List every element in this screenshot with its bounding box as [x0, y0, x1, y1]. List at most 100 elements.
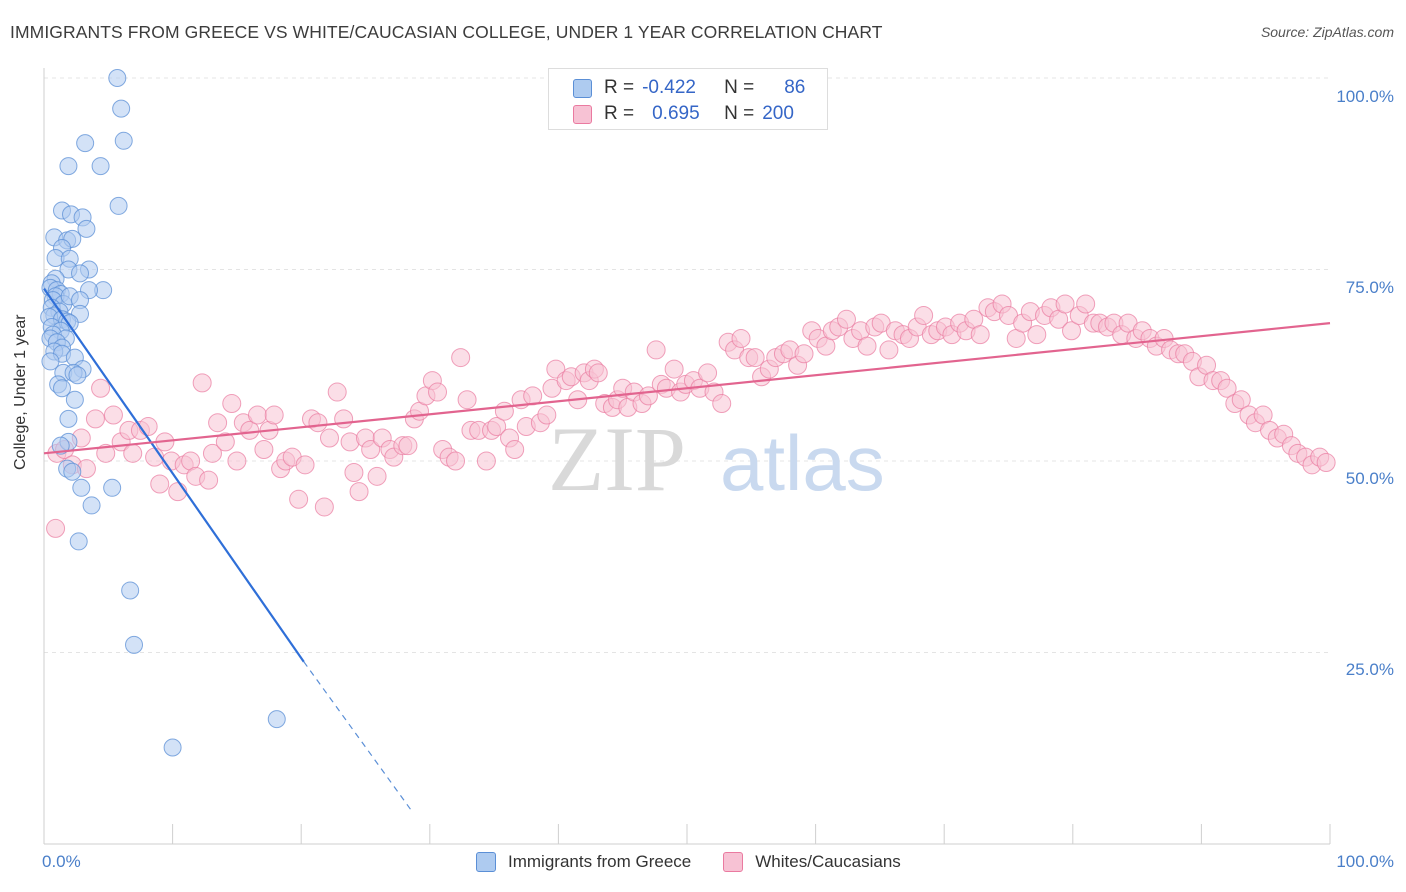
data-point-whites [1316, 453, 1336, 473]
data-point-greece [68, 366, 87, 385]
y-tick-label: 50.0% [1345, 469, 1394, 488]
legend: Immigrants from Greece Whites/Caucasians [476, 852, 933, 872]
data-point-whites [202, 443, 222, 463]
data-point-whites [222, 394, 242, 414]
data-point-whites [537, 405, 557, 425]
data-point-greece [114, 131, 133, 150]
data-point-greece [63, 462, 82, 481]
data-point-whites [476, 451, 496, 471]
stats-row-whites: R = 0.695 N = 200 [573, 101, 794, 127]
axes [43, 68, 1331, 845]
data-point-greece [125, 635, 144, 654]
data-point-greece [91, 157, 110, 176]
x-tick-label: 100.0% [1336, 852, 1394, 871]
data-point-whites [1231, 390, 1251, 410]
legend-swatch-blue [476, 852, 496, 872]
data-point-whites [240, 420, 260, 440]
watermark-zip: ZIP [548, 408, 686, 510]
n-label: N = [724, 103, 755, 124]
data-point-greece [108, 69, 127, 87]
y-tick-label: 100.0% [1336, 87, 1394, 106]
data-point-greece [121, 581, 140, 600]
data-point-whites [138, 417, 158, 437]
data-point-whites [745, 348, 765, 368]
data-point-greece [41, 352, 60, 371]
data-point-whites [970, 325, 990, 345]
y-axis-label: College, Under 1 year [12, 314, 29, 470]
data-point-greece [112, 99, 131, 118]
data-point-whites [428, 382, 448, 402]
data-point-whites [319, 428, 339, 448]
data-point-whites [446, 451, 466, 471]
data-point-whites [327, 382, 347, 402]
series-whites-points [46, 294, 1336, 538]
data-point-greece [267, 710, 286, 729]
data-point-whites [314, 497, 334, 517]
data-point-whites [334, 409, 354, 429]
stats-row-greece: R = -0.422 N = 86 [573, 75, 805, 101]
r-value: 0.695 [652, 103, 700, 124]
data-point-whites [1062, 321, 1082, 341]
data-point-greece [76, 134, 95, 153]
data-point-whites [836, 309, 856, 329]
r-label: R = [604, 77, 635, 98]
trend-line-greece [43, 288, 305, 663]
data-point-whites [123, 443, 143, 463]
data-point-greece [82, 496, 101, 515]
x-tick-label: 0.0% [42, 852, 81, 871]
data-point-whites [289, 489, 309, 509]
data-point-whites [451, 348, 471, 368]
data-point-greece [53, 379, 72, 398]
watermark: ZIP atlas [548, 408, 885, 510]
data-point-whites [698, 363, 718, 383]
data-point-whites [264, 405, 284, 425]
blue-swatch [573, 78, 592, 98]
r-label: R = [604, 103, 635, 124]
watermark-atlas: atlas [720, 419, 885, 507]
data-point-whites [254, 440, 274, 460]
series-greece-points [40, 69, 286, 757]
data-point-greece [69, 532, 88, 551]
data-point-whites [208, 413, 228, 433]
data-point-whites [367, 466, 387, 486]
data-point-whites [857, 336, 877, 356]
data-point-greece [71, 264, 90, 283]
chart-title: IMMIGRANTS FROM GREECE VS WHITE/CAUCASIA… [10, 22, 883, 42]
source-label: Source: ZipAtlas.com [1260, 24, 1394, 40]
legend-item-greece[interactable]: Immigrants from Greece [476, 852, 691, 872]
legend-label-whites: Whites/Caucasians [755, 852, 901, 871]
data-point-whites [295, 455, 315, 475]
data-point-whites [96, 443, 116, 463]
data-point-greece [77, 219, 96, 238]
n-value: 86 [784, 77, 806, 98]
legend-label-greece: Immigrants from Greece [508, 852, 692, 871]
data-point-whites [361, 440, 381, 460]
data-point-whites [794, 344, 814, 364]
data-point-whites [103, 405, 123, 425]
data-point-whites [457, 390, 477, 410]
data-point-greece [59, 409, 78, 428]
legend-item-whites[interactable]: Whites/Caucasians [723, 852, 901, 872]
data-point-whites [1027, 325, 1047, 345]
data-point-whites [349, 482, 369, 502]
data-point-whites [1055, 294, 1075, 314]
data-point-whites [192, 373, 212, 393]
legend-swatch-pink [723, 852, 744, 872]
trend-line-whites [43, 322, 1331, 455]
data-point-whites [646, 340, 666, 360]
data-point-whites [199, 470, 219, 490]
data-point-whites [1217, 378, 1237, 398]
data-point-whites [487, 417, 507, 437]
data-point-whites [344, 462, 364, 482]
data-point-whites [712, 394, 732, 414]
y-tick-label: 25.0% [1345, 660, 1394, 679]
data-point-greece [109, 196, 128, 215]
data-point-whites [494, 401, 514, 421]
pink-swatch [573, 104, 592, 124]
data-point-whites [505, 440, 525, 460]
data-point-whites [308, 413, 328, 433]
y-tick-label: 75.0% [1345, 278, 1394, 297]
trend-line-greece-extrapolated [303, 661, 413, 812]
data-point-whites [1076, 294, 1096, 314]
